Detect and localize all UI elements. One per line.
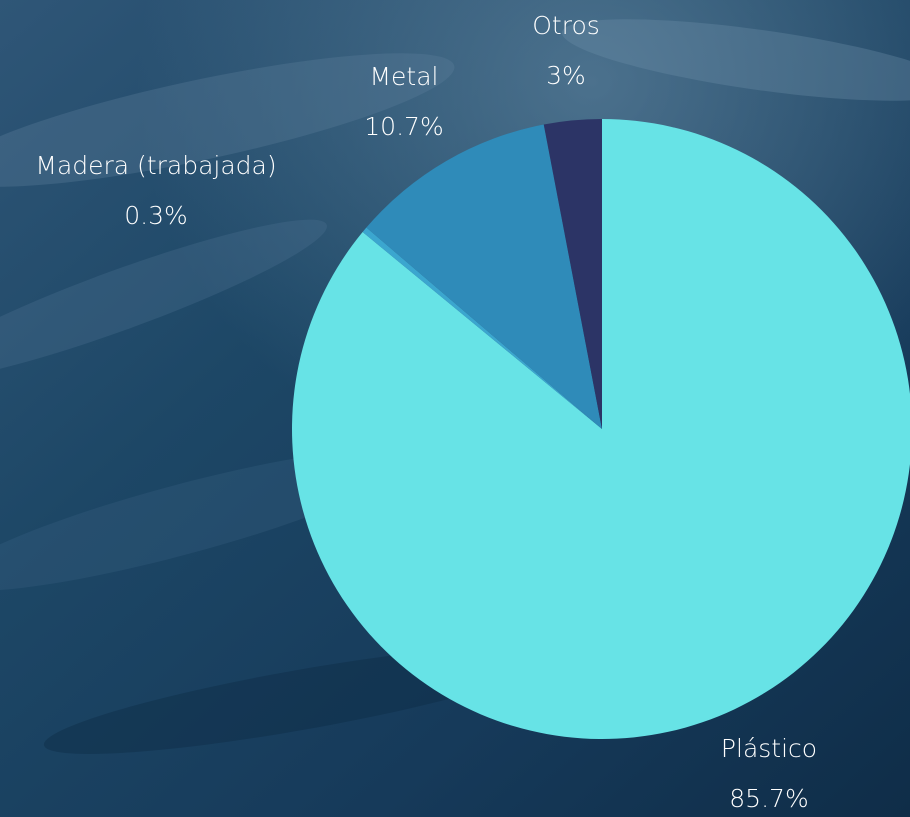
pie-slice bbox=[543, 119, 602, 429]
slice-label: Madera (trabajada) bbox=[35, 151, 276, 180]
slice-value-label: 0.3% bbox=[124, 201, 188, 230]
slice-label: Otros bbox=[532, 11, 600, 40]
slice-value-label: 3% bbox=[546, 61, 586, 90]
pie-slice bbox=[366, 124, 602, 429]
slice-value-label: 10.7% bbox=[364, 112, 443, 141]
slice-label: Plástico bbox=[721, 734, 817, 763]
pie-slice bbox=[292, 119, 910, 739]
pie-slice bbox=[362, 227, 602, 429]
pie bbox=[292, 119, 910, 739]
slice-label: Metal bbox=[369, 62, 438, 91]
slice-value-label: 85.7% bbox=[729, 784, 808, 813]
labels: Plástico 85.7% Madera (trabajada) 0.3% Metal… bbox=[35, 11, 817, 813]
